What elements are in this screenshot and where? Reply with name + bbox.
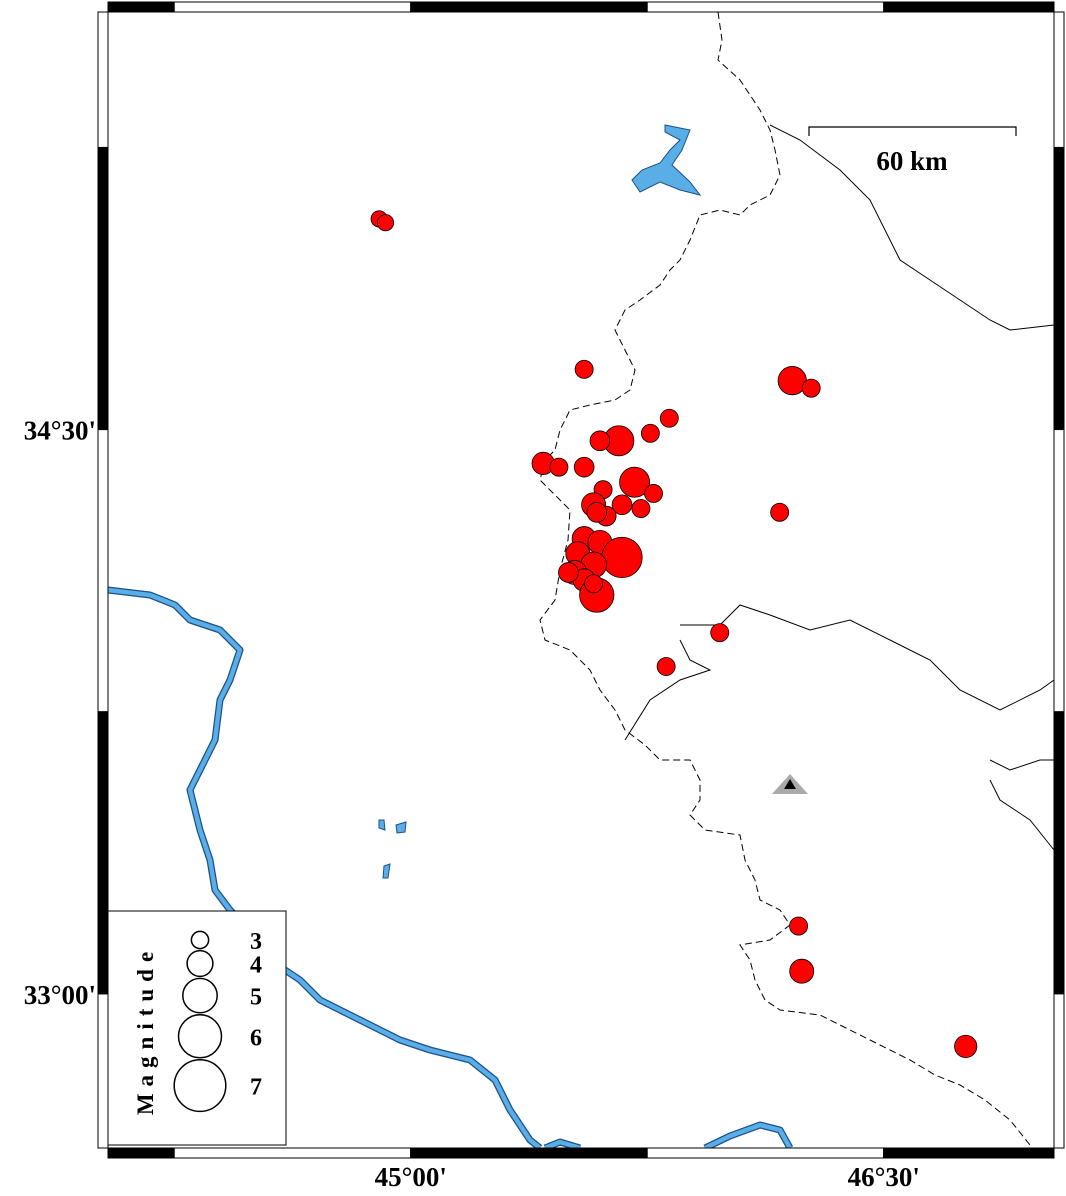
frame-bar [97, 711, 109, 995]
station-marker-inner [784, 779, 796, 789]
earthquake [789, 916, 809, 936]
earthquake [619, 466, 651, 498]
earthquake [659, 408, 679, 428]
earthquake [801, 378, 821, 398]
earthquake [640, 423, 660, 443]
frame-bar [97, 993, 109, 1149]
frame-bar [97, 429, 109, 713]
legend-circle [190, 930, 210, 950]
scale-bar: 60 km [808, 126, 1017, 176]
frame-bar [410, 1, 648, 13]
legend-label: 3 [250, 929, 262, 955]
scale-bar-line [808, 126, 1017, 136]
river [107, 587, 792, 1151]
legend-label: 4 [250, 953, 262, 979]
frame-bar [646, 1, 885, 13]
earthquake [376, 214, 395, 232]
earthquake [558, 562, 579, 583]
frame-bar [107, 1, 175, 13]
frame-bar [883, 1147, 1055, 1159]
frame-bar [883, 1, 1055, 13]
frame-bar [1053, 711, 1065, 995]
y-tick-label: 34°30' [24, 416, 96, 446]
station [772, 774, 808, 794]
earthquake [710, 623, 730, 643]
frame-bar [1053, 993, 1065, 1149]
earthquake [789, 958, 815, 984]
frame-bar [1053, 11, 1065, 148]
earthquake [644, 484, 663, 503]
earthquake [584, 574, 604, 594]
map-border [107, 11, 1055, 1149]
legend-box [107, 910, 287, 1146]
frame-bar [97, 11, 109, 148]
legend-label: 7 [250, 1075, 262, 1101]
lake [378, 819, 407, 879]
lake [631, 124, 702, 196]
legend-circle [186, 949, 214, 978]
earthquake [770, 502, 790, 522]
x-tick-label: 46°30' [848, 1162, 920, 1192]
frame-bar [173, 1147, 412, 1159]
frame-bar [173, 1, 412, 13]
frame-bar [97, 146, 109, 431]
frame-bar [646, 1147, 885, 1159]
earthquake [656, 657, 676, 676]
legend: Magnitude 34 5 6 7 [107, 910, 287, 1146]
earthquake [954, 1034, 978, 1059]
legend-label: 6 [250, 1025, 262, 1051]
events [370, 210, 978, 1059]
frame-bar [1053, 146, 1065, 431]
frame-bar [107, 1147, 175, 1159]
earthquake [611, 494, 633, 516]
province-border [624, 124, 1055, 851]
legend-circle [173, 1059, 227, 1113]
earthquake [601, 536, 643, 579]
frame-bar [410, 1147, 648, 1159]
scale-label: 60 km [876, 146, 948, 176]
frame-bar [1053, 429, 1065, 713]
x-tick-label: 45°00' [375, 1162, 447, 1192]
legend-circle [177, 1014, 223, 1059]
geography [107, 11, 1055, 1152]
legend-circle [182, 977, 218, 1014]
earthquake [549, 457, 569, 477]
legend-title: Magnitude [133, 945, 158, 1115]
earthquake [574, 359, 594, 379]
legend-label: 5 [250, 985, 262, 1011]
national-border [539, 11, 1031, 1146]
earthquake [631, 499, 651, 518]
y-tick-label: 33°00' [24, 980, 96, 1010]
earthquake [586, 502, 608, 523]
earthquake [589, 430, 611, 452]
earthquake [573, 456, 595, 478]
